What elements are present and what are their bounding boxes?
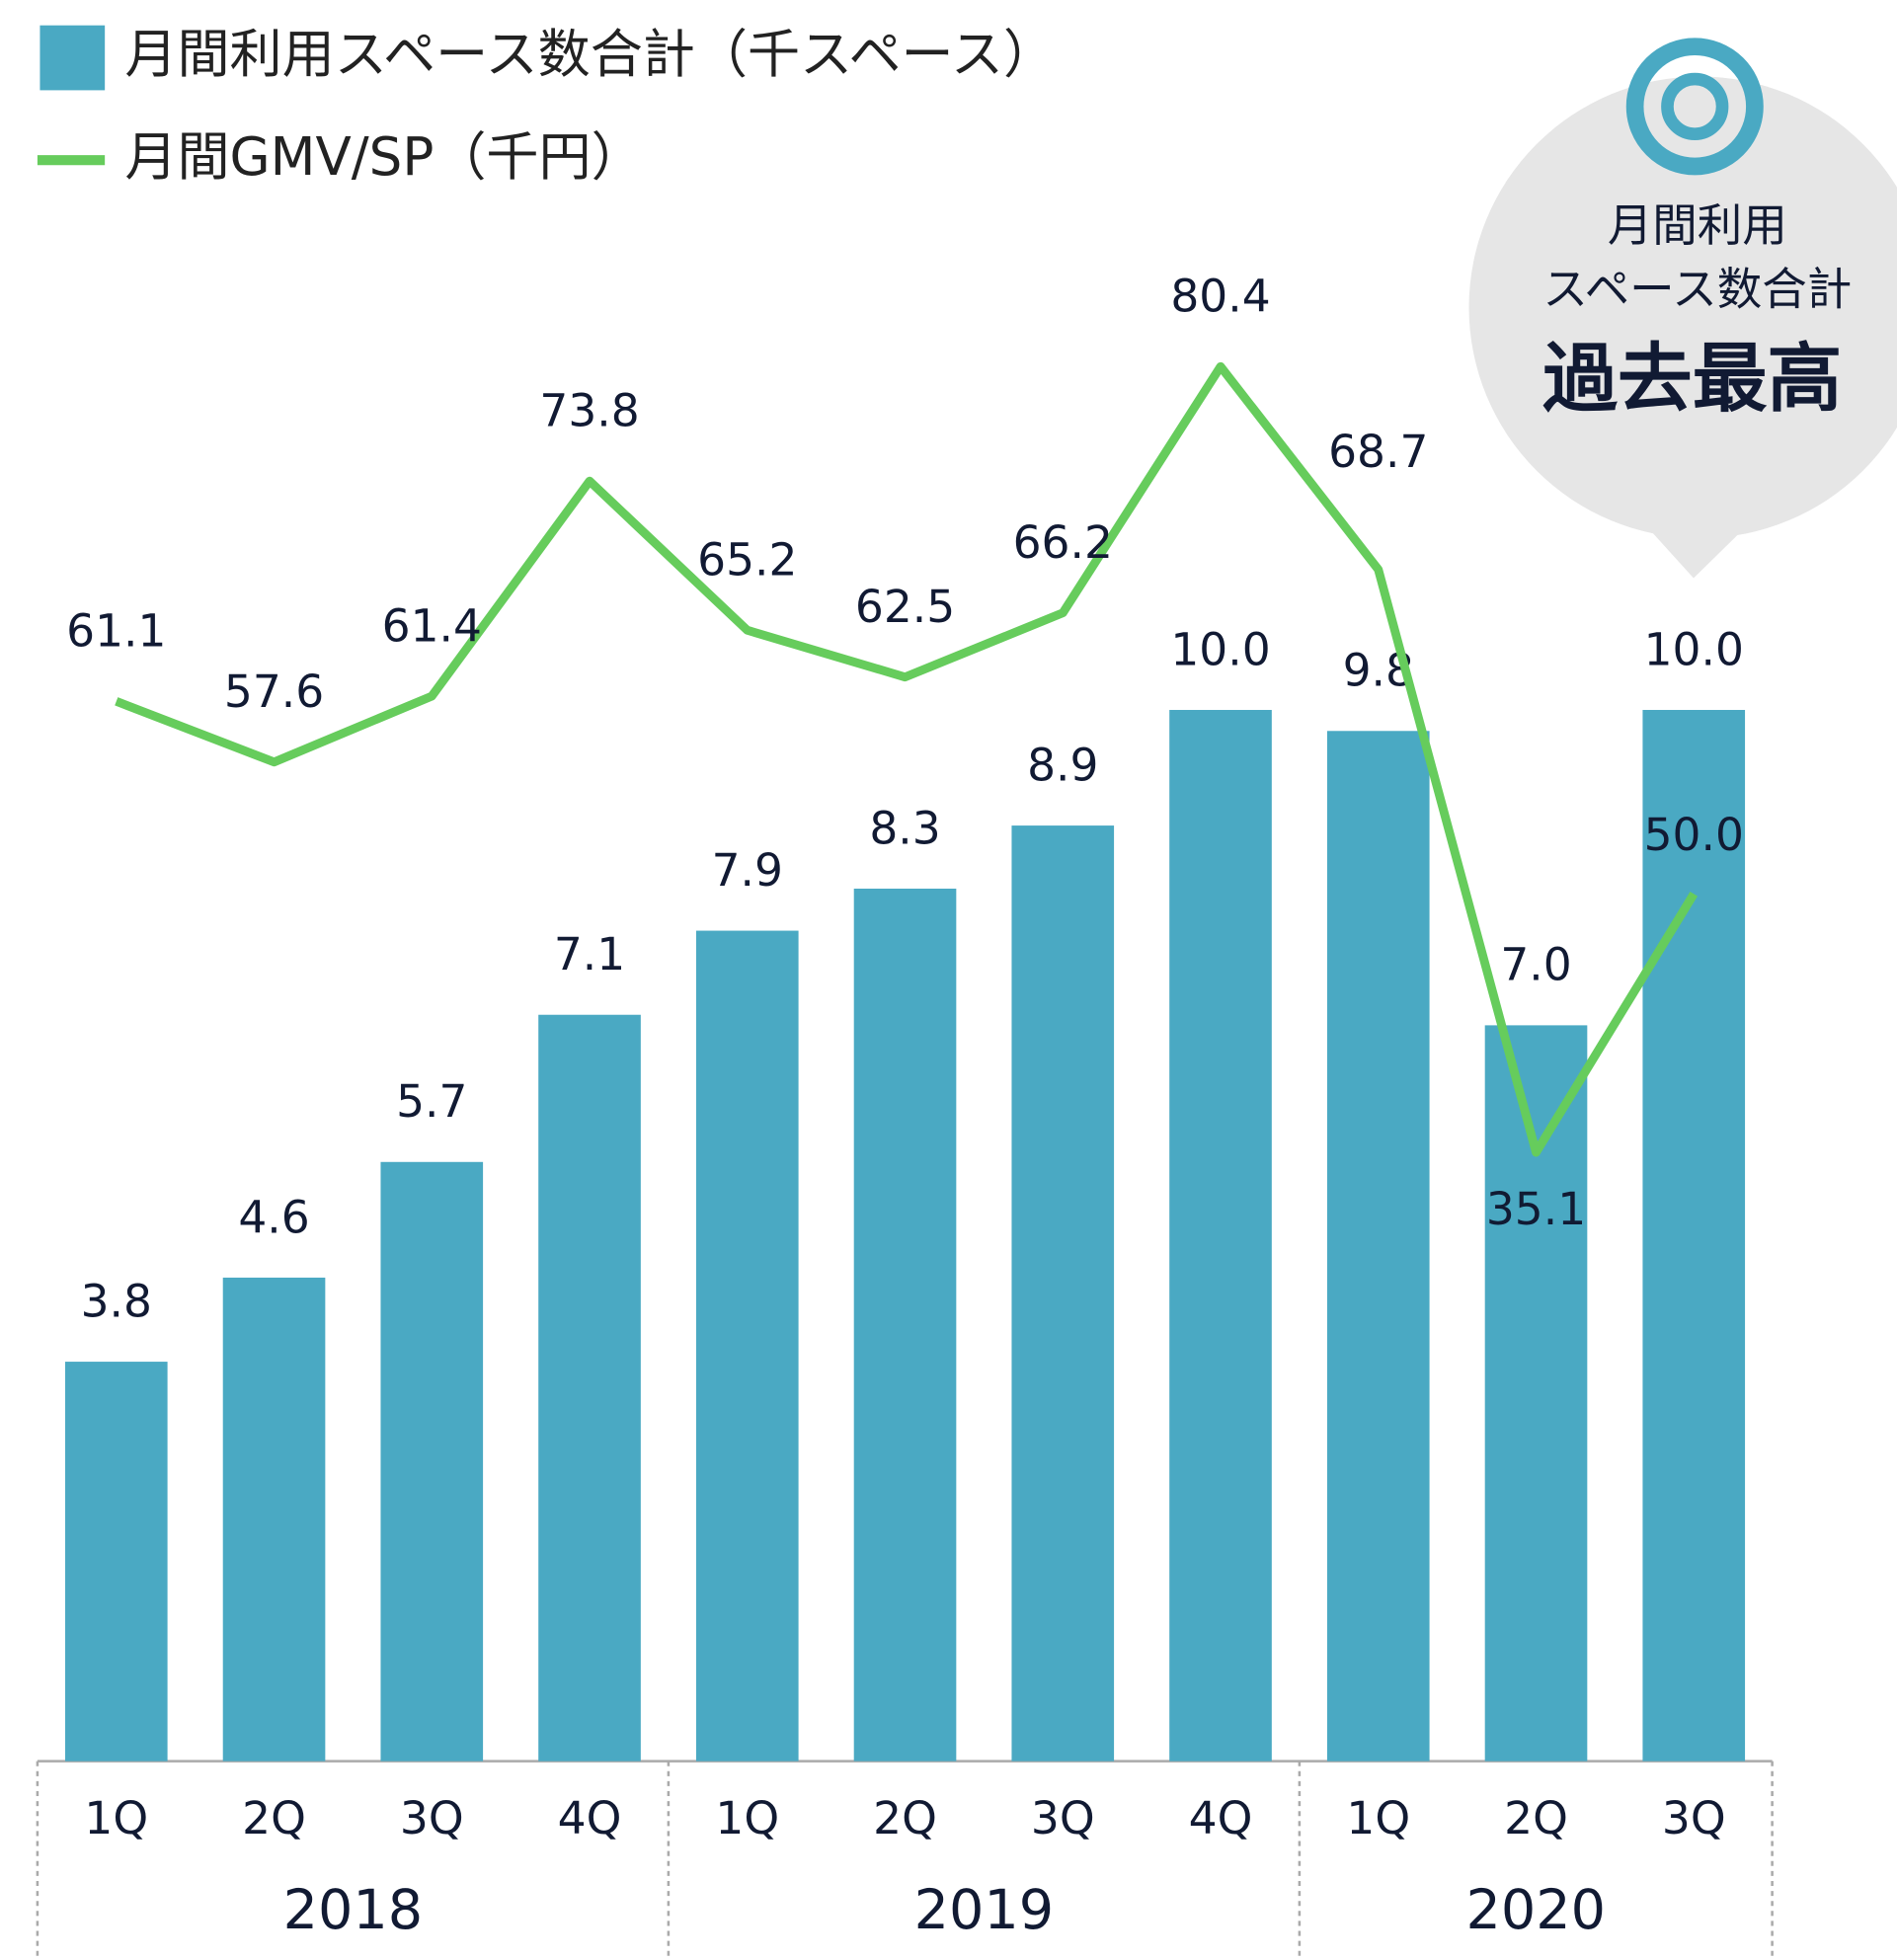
line-value-label: 61.1 [66, 605, 166, 658]
callout-text: スペース数合計 [1542, 264, 1852, 316]
line-value-label: 80.4 [1170, 271, 1270, 323]
line [115, 361, 1699, 1157]
bar [1642, 709, 1746, 1762]
line-value-label: 50.0 [1644, 809, 1744, 861]
bar [1169, 709, 1272, 1762]
bar-value-label: 3.8 [81, 1275, 152, 1327]
x-group-label: 2018 [283, 1878, 423, 1942]
x-tick-label: 4Q [1189, 1792, 1253, 1844]
line-value-label: 73.8 [539, 384, 639, 436]
x-tick-label: 1Q [715, 1792, 779, 1844]
x-tick-label: 3Q [1031, 1792, 1095, 1844]
line-value-label: 35.1 [1486, 1183, 1586, 1235]
callout-bubble [1468, 76, 1897, 539]
callout-icon [1625, 38, 1764, 176]
line-value-label: 65.2 [697, 534, 797, 587]
bar [1326, 731, 1430, 1762]
line-value-label: 62.5 [855, 581, 955, 633]
line-value-label: 57.6 [224, 666, 324, 718]
bar-value-label: 4.6 [238, 1191, 309, 1243]
bar-value-label: 8.3 [869, 802, 940, 854]
x-tick-label: 3Q [1662, 1792, 1726, 1844]
x-tick-label: 3Q [400, 1792, 464, 1844]
bar-value-label: 5.7 [396, 1075, 467, 1128]
line-value-label: 66.2 [1013, 516, 1113, 569]
line-value-label: 68.7 [1328, 426, 1428, 478]
x-tick-label: 1Q [1346, 1792, 1410, 1844]
line-value-label: 61.4 [382, 599, 482, 652]
legend-swatch [40, 25, 106, 91]
legend-label: 月間GMV/SP（千円） [124, 126, 643, 188]
callout-text: 月間利用 [1608, 199, 1787, 252]
bar [538, 1014, 641, 1762]
x-tick-label: 1Q [84, 1792, 148, 1844]
bar-value-label: 7.9 [712, 844, 783, 897]
bar-value-label: 7.1 [554, 928, 625, 980]
bar-value-label: 10.0 [1170, 623, 1270, 675]
callout: 月間利用 スペース数合計 過去最高 [1468, 38, 1897, 579]
x-tick-label: 2Q [1504, 1792, 1568, 1844]
callout-icon [1661, 72, 1729, 140]
callout-pointer [1634, 512, 1760, 579]
callout-highlight: 過去最高 [1542, 335, 1842, 422]
bar [380, 1161, 484, 1762]
bar-value-label: 10.0 [1644, 623, 1744, 675]
bar [853, 888, 957, 1762]
x-tick-label: 2Q [873, 1792, 937, 1844]
x-tick-label: 4Q [558, 1792, 622, 1844]
bar [695, 930, 799, 1762]
bar [64, 1362, 168, 1762]
x-group-label: 2020 [1466, 1878, 1606, 1942]
x-group-label: 2019 [914, 1878, 1054, 1942]
bar [1011, 825, 1115, 1762]
legend-label: 月間利用スペース数合計（千スペース） [124, 24, 1056, 85]
bar-value-label: 8.9 [1027, 739, 1098, 791]
bar-value-label: 7.0 [1500, 939, 1571, 991]
bar [222, 1277, 326, 1762]
x-tick-label: 2Q [242, 1792, 306, 1844]
